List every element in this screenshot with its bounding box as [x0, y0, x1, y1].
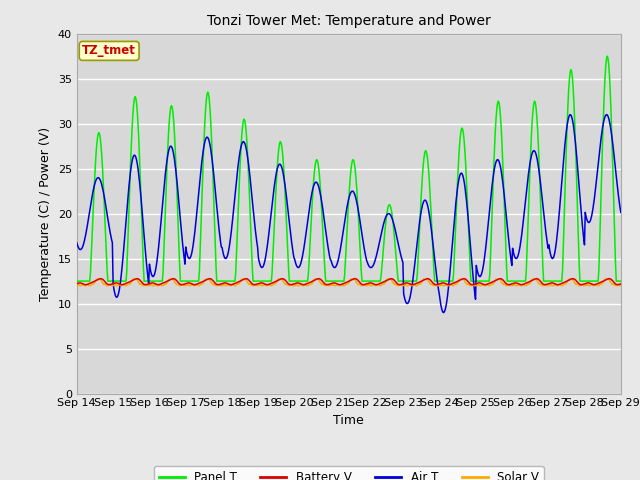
X-axis label: Time: Time — [333, 414, 364, 427]
Y-axis label: Temperature (C) / Power (V): Temperature (C) / Power (V) — [39, 127, 52, 300]
Title: Tonzi Tower Met: Temperature and Power: Tonzi Tower Met: Temperature and Power — [207, 14, 491, 28]
Legend: Panel T, Battery V, Air T, Solar V: Panel T, Battery V, Air T, Solar V — [154, 466, 544, 480]
Text: TZ_tmet: TZ_tmet — [82, 44, 136, 58]
